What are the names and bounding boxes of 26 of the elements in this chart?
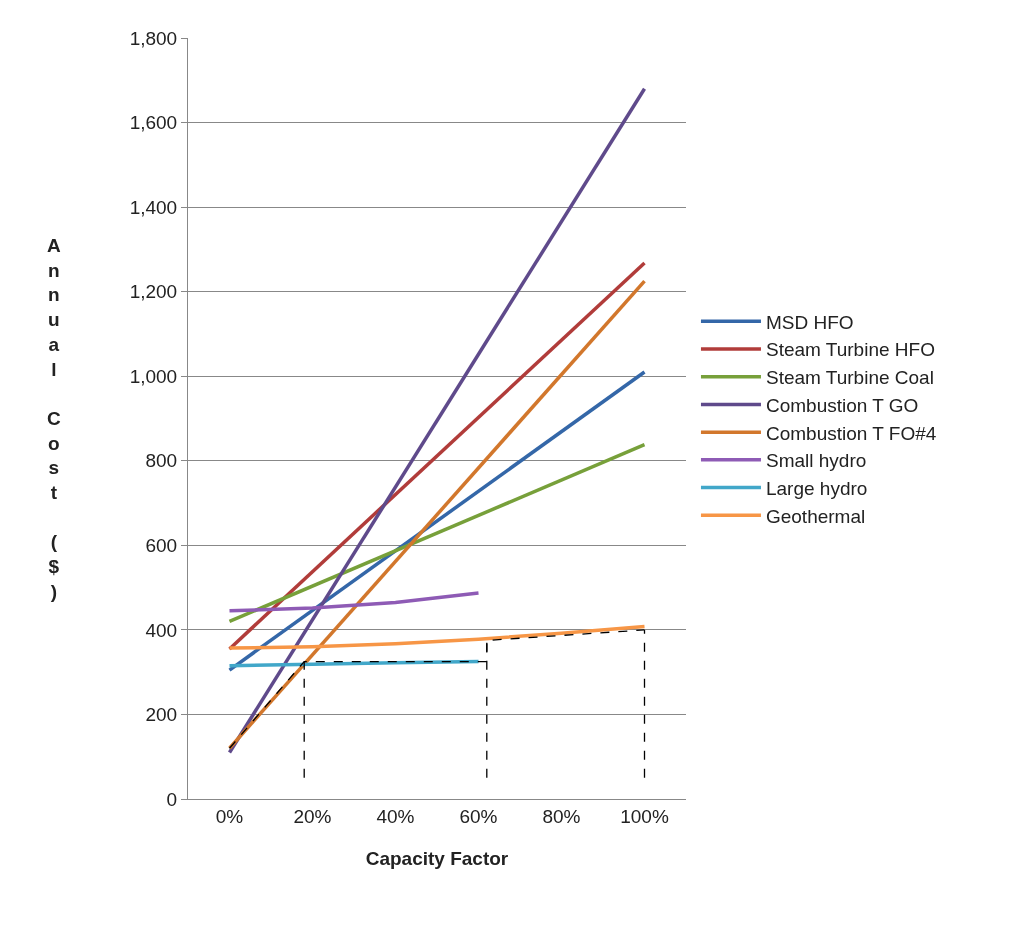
y-tick-label: 200 bbox=[145, 704, 178, 726]
x-tick-label: 40% bbox=[376, 805, 415, 827]
x-tick-label: 20% bbox=[293, 805, 332, 827]
text: Annual Cost ($) bbox=[47, 235, 61, 602]
x-tick-label: 0% bbox=[215, 805, 244, 827]
y-tick-label: 1,400 bbox=[129, 196, 178, 218]
y-tick-label: 1,200 bbox=[129, 281, 178, 303]
legend-label: Steam Turbine Coal bbox=[765, 367, 934, 389]
y-tick-label: 400 bbox=[145, 619, 178, 641]
legend-label: Geothermal bbox=[765, 505, 866, 527]
legend-label: Steam Turbine HFO bbox=[765, 339, 935, 361]
y-tick-label: 600 bbox=[145, 534, 178, 556]
y-tick-label: 1,600 bbox=[129, 112, 178, 134]
y-tick-label: 800 bbox=[145, 450, 178, 472]
y-tick-label: 1,000 bbox=[129, 365, 178, 387]
x-axis-title: Capacity Factor bbox=[365, 847, 509, 869]
legend-label: Combustion T GO bbox=[765, 394, 919, 416]
y-tick-label: 0 bbox=[166, 788, 178, 810]
x-tick-label: 60% bbox=[459, 805, 498, 827]
legend-label: Large hydro bbox=[765, 477, 868, 499]
legend-label: Small hydro bbox=[765, 450, 867, 472]
y-tick-label: 1,800 bbox=[129, 27, 178, 49]
x-tick-label: 80% bbox=[542, 805, 581, 827]
legend-label: Combustion T FO#4 bbox=[765, 422, 937, 444]
x-tick-label: 100% bbox=[620, 805, 669, 827]
legend-label: MSD HFO bbox=[765, 311, 854, 333]
